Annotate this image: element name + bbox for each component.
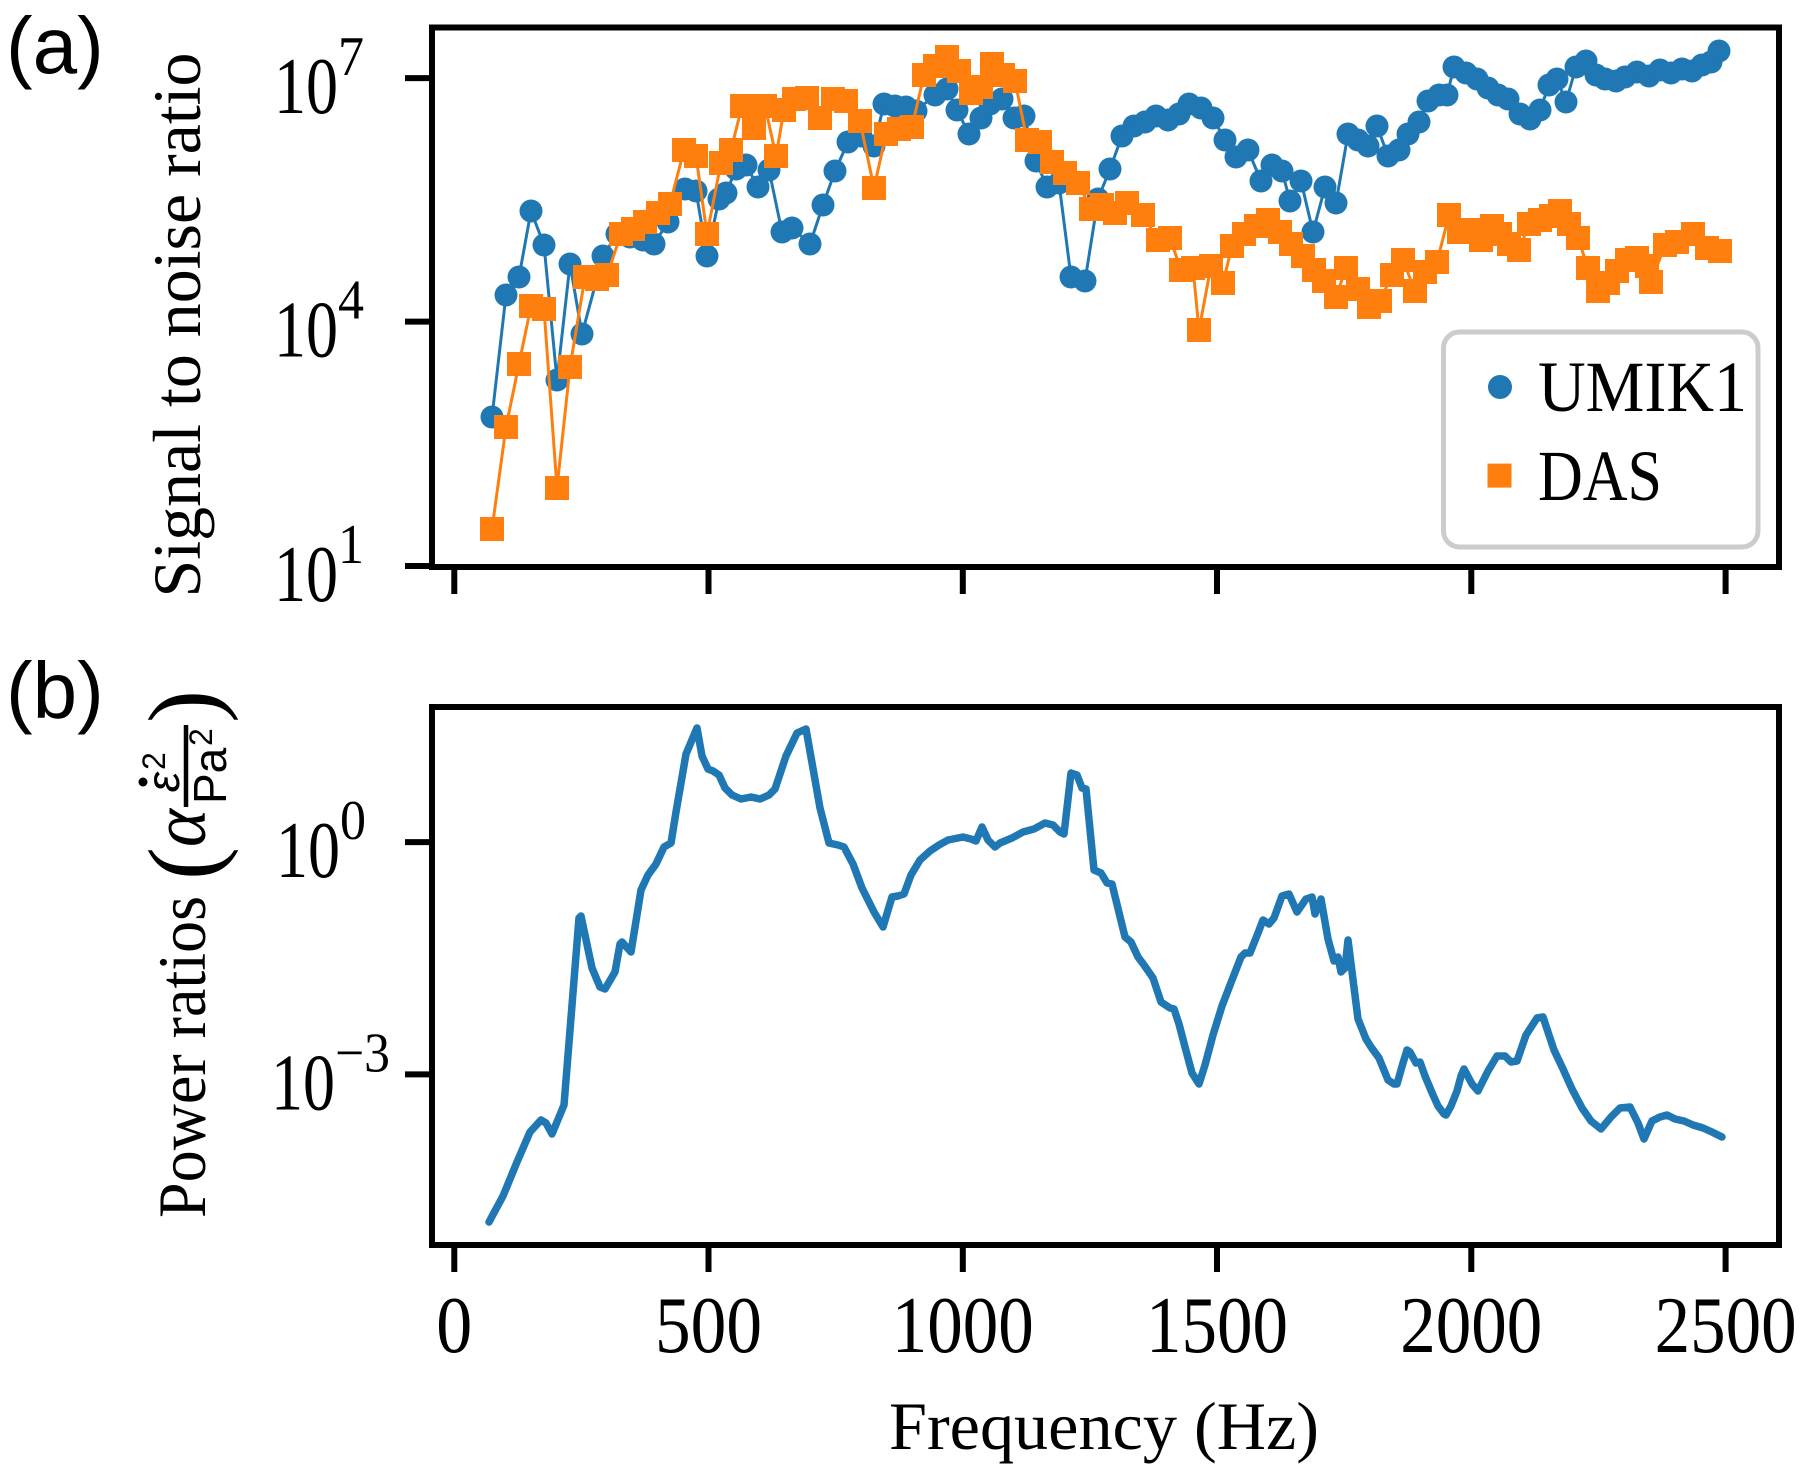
svg-text:α: α xyxy=(138,807,222,847)
svg-text:0: 0 xyxy=(340,790,366,852)
svg-text:10: 10 xyxy=(271,1039,335,1127)
svg-text:Pa: Pa xyxy=(184,747,236,804)
svg-text:2: 2 xyxy=(183,728,219,746)
svg-text:1000: 1000 xyxy=(892,1282,1034,1370)
svg-text:10: 10 xyxy=(274,287,338,375)
svg-text:1500: 1500 xyxy=(1146,1282,1288,1370)
svg-text:−3: −3 xyxy=(335,1022,390,1084)
svg-text:(b): (b) xyxy=(6,646,104,735)
svg-text:10: 10 xyxy=(276,807,340,895)
svg-text:Frequency (Hz): Frequency (Hz) xyxy=(889,1388,1319,1464)
svg-text:ε: ε xyxy=(137,771,189,792)
svg-text:10: 10 xyxy=(274,43,338,131)
svg-text:Signal to noise ratio: Signal to noise ratio xyxy=(139,53,215,598)
svg-text:7: 7 xyxy=(338,26,364,88)
svg-text:2: 2 xyxy=(136,752,172,770)
svg-text:(: ( xyxy=(128,847,239,880)
svg-text:): ) xyxy=(128,690,239,723)
svg-text:4: 4 xyxy=(338,270,364,332)
svg-text:1: 1 xyxy=(338,514,364,576)
svg-text:10: 10 xyxy=(274,531,338,619)
svg-text:DAS: DAS xyxy=(1538,436,1662,516)
svg-text:500: 500 xyxy=(655,1282,762,1370)
svg-text:2000: 2000 xyxy=(1400,1282,1542,1370)
svg-text:UMIK1: UMIK1 xyxy=(1538,347,1747,427)
svg-text:Power ratios: Power ratios xyxy=(144,896,220,1218)
svg-text:0: 0 xyxy=(436,1282,472,1370)
svg-text:(a): (a) xyxy=(6,1,104,90)
svg-text:2500: 2500 xyxy=(1655,1282,1797,1370)
